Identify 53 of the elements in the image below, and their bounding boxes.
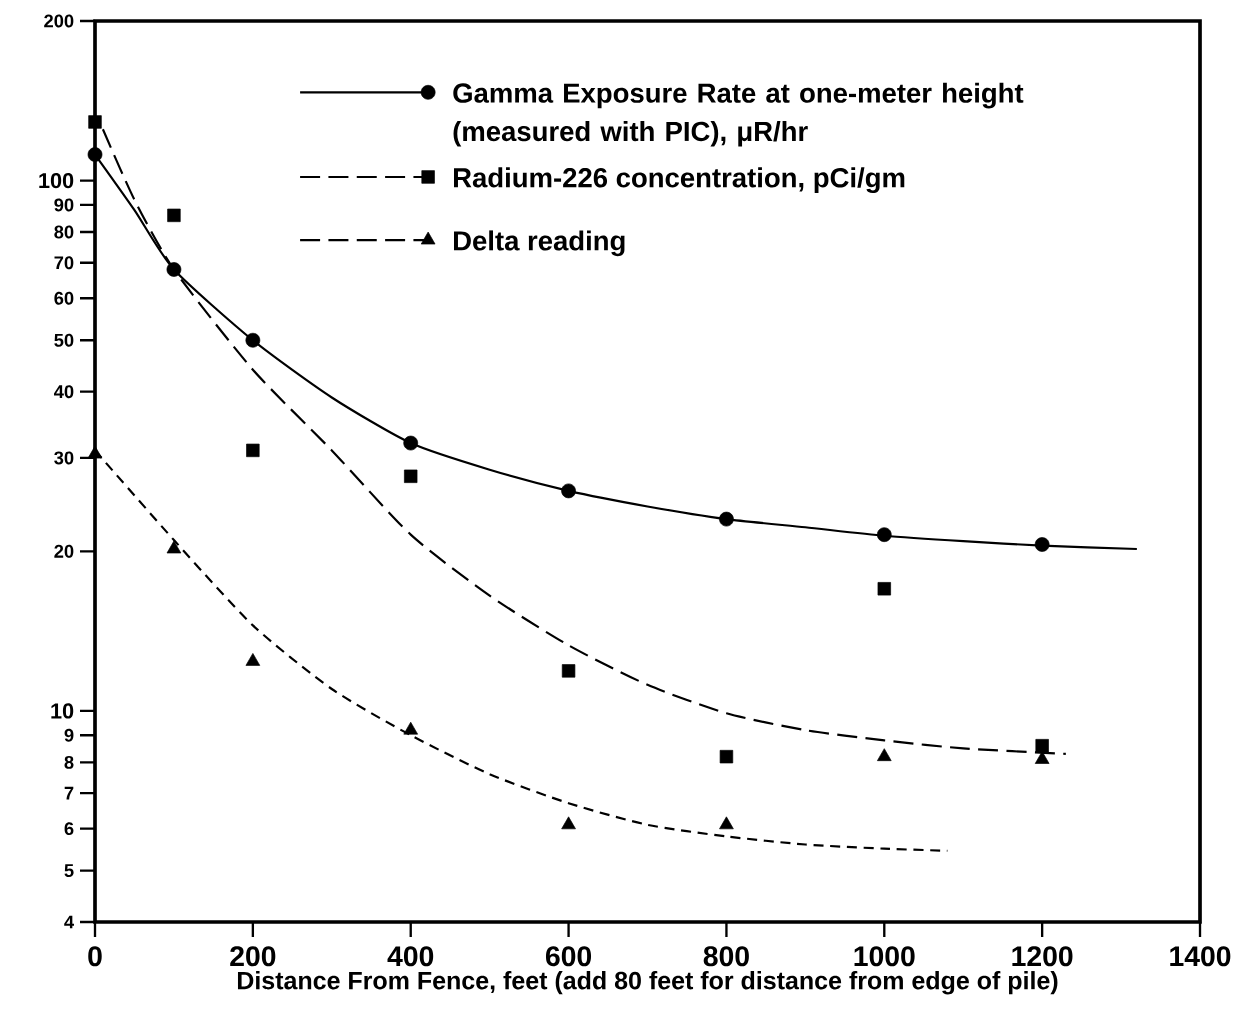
x-tick-label: 400 [387, 946, 434, 967]
point [245, 653, 261, 666]
point [404, 469, 418, 483]
y-tick-label: 80 [54, 225, 74, 239]
point [403, 721, 418, 735]
y-tick-label: 7 [64, 786, 74, 800]
x-tick-label: 0 [88, 946, 102, 967]
point [88, 115, 102, 129]
x-tick-label: 600 [545, 946, 592, 967]
point [403, 435, 419, 451]
point [719, 816, 734, 830]
y-tick-label: 40 [54, 385, 74, 399]
x-tick-label: 1200 [1012, 946, 1073, 967]
point [1035, 739, 1049, 753]
point [877, 748, 892, 761]
y-tick-label: 50 [54, 333, 74, 347]
x-axis-title: Distance From Fence, feet (add 80 feet for distance from edge of pile) [237, 971, 1058, 995]
point [246, 443, 260, 458]
legend-label: Gamma Exposure Rate at one-meter height (measured with PIC), μR/hr [453, 82, 1024, 147]
y-tick-label: 70 [54, 256, 74, 270]
x-tick-label: 800 [703, 946, 749, 967]
point [877, 582, 891, 596]
x-tick-label: 1400 [1170, 946, 1231, 967]
y-tick-label: 5 [64, 864, 74, 877]
y-tick-label: 6 [64, 822, 74, 836]
x-tick-label: 1000 [854, 946, 915, 967]
point [561, 816, 576, 830]
legend-label: Delta reading [454, 230, 625, 257]
point [87, 147, 103, 162]
point [561, 483, 576, 499]
point [1034, 537, 1050, 552]
y-tick-label: 8 [64, 755, 74, 769]
y-tick-label: 10 [51, 703, 74, 719]
point [1034, 751, 1050, 764]
point [245, 332, 261, 348]
y-tick-label: 60 [54, 291, 74, 305]
point [876, 527, 892, 542]
y-tick-label: 20 [54, 544, 74, 558]
point [561, 664, 576, 678]
y-tick-label: 9 [64, 728, 74, 742]
point [719, 749, 734, 764]
point [166, 262, 182, 277]
point [166, 540, 182, 554]
point [719, 511, 734, 527]
legend-label: Radium-226 concentration, pCi/gm [454, 167, 905, 194]
point [87, 445, 103, 459]
y-tick-label: 200 [44, 14, 74, 28]
y-tick-label: 100 [39, 172, 74, 189]
point [167, 208, 181, 223]
y-tick-label: 90 [54, 198, 74, 212]
y-tick-label: 30 [54, 451, 74, 465]
x-tick-label: 200 [230, 946, 276, 967]
y-tick-label: 4 [64, 915, 75, 929]
